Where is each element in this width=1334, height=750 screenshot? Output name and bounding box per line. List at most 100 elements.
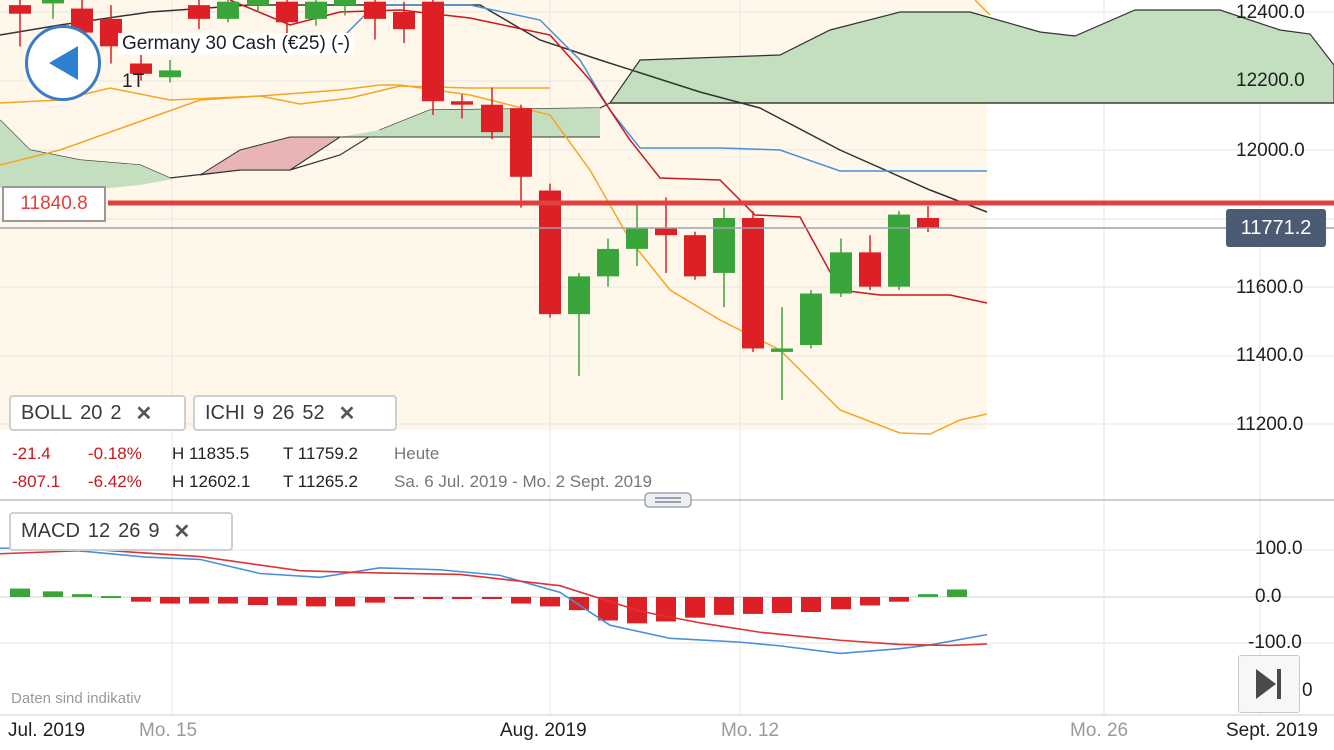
price-tick-11200: 11200.0 xyxy=(1236,414,1304,435)
candle-body xyxy=(422,1,444,102)
macd-histogram-bar xyxy=(10,588,30,597)
candle-body xyxy=(859,252,881,287)
candlesticks xyxy=(9,0,939,400)
ichimoku-cloud-green-left xyxy=(0,120,200,188)
timeframe-label[interactable]: 1T xyxy=(122,71,145,92)
candle-body xyxy=(217,1,239,19)
macd-histogram-bar xyxy=(189,597,209,604)
macd-histogram-bar xyxy=(801,597,821,613)
macd-histogram-bar xyxy=(569,597,589,611)
today-period: Heute xyxy=(394,444,440,463)
candle-body xyxy=(42,0,64,4)
macd-histogram-bar xyxy=(482,597,502,599)
macd-histogram-bar xyxy=(72,594,92,597)
candle-body xyxy=(100,18,122,47)
back-arrow-icon xyxy=(49,46,78,80)
macd-histogram-bar xyxy=(394,597,414,599)
macd-histogram-bar xyxy=(218,597,238,604)
macd-name: MACD xyxy=(21,520,80,542)
skip-to-end-icon xyxy=(1256,669,1281,699)
ichimoku-senkou-b xyxy=(169,136,600,179)
macd-tick-0: 0.0 xyxy=(1255,586,1282,607)
candle-body xyxy=(130,63,152,74)
level-line-label[interactable]: 11840.8 xyxy=(2,186,106,222)
macd-histogram-bar xyxy=(248,597,268,605)
bollinger-lower-line xyxy=(0,84,988,435)
date-tick-mo26: Mo. 26 xyxy=(1070,720,1129,741)
macd-histogram-bar xyxy=(101,596,121,599)
candle-body xyxy=(334,0,356,6)
candle-body xyxy=(539,190,561,315)
today-change: -21.4 xyxy=(12,444,51,463)
macd-histogram-bar xyxy=(160,597,180,604)
macd-signal-line xyxy=(0,549,988,647)
back-button[interactable] xyxy=(25,25,101,101)
candle-body xyxy=(888,214,910,287)
candle-body xyxy=(626,228,648,249)
candle-body xyxy=(742,218,764,349)
ichi-name: ICHI xyxy=(205,401,245,424)
date-tick-aug: Aug. 2019 xyxy=(500,720,587,741)
date-tick-mo12: Mo. 12 xyxy=(721,720,780,741)
ichi-indicator-chip[interactable]: ICHI 9 26 52 ✕ xyxy=(193,395,397,431)
current-price-badge: 11771.2 xyxy=(1226,209,1326,247)
macd-histogram xyxy=(10,588,967,624)
current-price-value: 11771.2 xyxy=(1240,216,1312,239)
date-tick-sept: Sept. 2019 xyxy=(1226,720,1318,741)
range-low: T 11265.2 xyxy=(283,472,358,491)
candle-body xyxy=(159,70,181,78)
candle-body xyxy=(597,248,619,277)
macd-histogram-bar xyxy=(947,589,967,597)
boll-indicator-chip[interactable]: BOLL 20 2 ✕ xyxy=(9,395,186,431)
ichi-p2: 26 xyxy=(272,401,295,424)
pane-resize-handle[interactable] xyxy=(644,492,692,508)
candle-body xyxy=(305,1,327,19)
scroll-to-end-button[interactable] xyxy=(1238,655,1300,713)
today-low: T 11759.2 xyxy=(283,444,358,463)
macd-remove-icon[interactable]: ✕ xyxy=(173,521,191,543)
candle-body xyxy=(364,1,386,19)
candle-body xyxy=(451,101,473,105)
candle-body xyxy=(713,218,735,273)
price-tick-12000: 12000.0 xyxy=(1236,140,1305,161)
candle-body xyxy=(655,228,677,236)
macd-indicator-chip[interactable]: MACD 12 26 9 ✕ xyxy=(9,512,233,551)
candle-body xyxy=(247,0,269,6)
today-high: H 11835.5 xyxy=(172,444,250,463)
macd-histogram-bar xyxy=(860,597,880,606)
candle-body xyxy=(481,104,503,133)
bollinger-upper-tail xyxy=(974,0,991,16)
candle-body xyxy=(771,348,793,352)
macd-tick-minus100: -100.0 xyxy=(1248,632,1302,653)
macd-histogram-bar xyxy=(452,597,472,599)
today-pct: -0.18% xyxy=(88,444,142,463)
candle-body xyxy=(9,5,31,14)
price-tick-11400: 11400.0 xyxy=(1236,345,1304,366)
macd-histogram-bar xyxy=(685,597,705,618)
macd-p1: 12 xyxy=(87,520,111,542)
level-line-value: 11840.8 xyxy=(20,193,88,214)
ichi-p3: 52 xyxy=(302,401,325,424)
macd-histogram-bar xyxy=(889,597,909,602)
macd-histogram-bar xyxy=(540,597,560,607)
ichimoku-cloud-green xyxy=(608,9,1334,104)
boll-deviation: 2 xyxy=(110,401,122,424)
macd-p2: 26 xyxy=(118,520,141,542)
date-tick-mo15: Mo. 15 xyxy=(139,720,198,741)
macd-tick-bottom: 0 xyxy=(1302,680,1313,701)
instrument-title: Germany 30 Cash (€25) (-) xyxy=(118,33,355,55)
boll-remove-icon[interactable]: ✕ xyxy=(135,402,153,425)
candle-body xyxy=(684,235,706,277)
macd-p3: 9 xyxy=(148,520,160,542)
macd-histogram-bar xyxy=(831,597,851,610)
boll-name: BOLL xyxy=(21,401,73,424)
candle-body xyxy=(393,12,415,30)
macd-histogram-bar xyxy=(43,591,63,597)
macd-tick-100: 100.0 xyxy=(1255,538,1303,559)
range-period: Sa. 6 Jul. 2019 - Mo. 2 Sept. 2019 xyxy=(394,472,652,491)
price-tick-11600: 11600.0 xyxy=(1236,277,1304,298)
ichi-remove-icon[interactable]: ✕ xyxy=(338,402,356,425)
macd-histogram-bar xyxy=(423,597,443,599)
macd-histogram-bar xyxy=(131,597,151,602)
